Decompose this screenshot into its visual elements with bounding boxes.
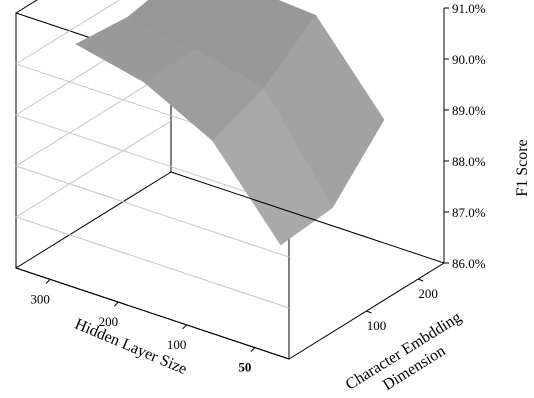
gridline — [14, 120, 290, 309]
z-tick-label: 90.0% — [452, 52, 486, 67]
y-tick-mark — [417, 278, 424, 282]
x-tick-mark — [114, 301, 119, 307]
gridline — [14, 69, 290, 258]
z-tick-label: 87.0% — [452, 205, 486, 220]
z-axis-ticks: 86.0% 87.0% 88.0% 89.0% 90.0% 91.0% — [444, 1, 486, 271]
y-axis-ticks: 100 200 — [366, 278, 438, 333]
x-tick-label: 100 — [167, 337, 187, 352]
z-tick-label: 91.0% — [452, 1, 486, 16]
z-axis-label: F1 Score — [514, 139, 531, 196]
z-tick-label: 88.0% — [452, 154, 486, 169]
y-tick-label: 100 — [367, 318, 387, 333]
x-axis-ticks: 300 200 100 50 — [30, 279, 256, 375]
y-tick-label: 200 — [418, 286, 438, 301]
surface-plot — [75, 0, 385, 246]
z-tick-label: 86.0% — [452, 256, 486, 271]
surface-patch — [212, 87, 333, 246]
z-tick-label: 89.0% — [452, 103, 486, 118]
x-tick-label: 200 — [99, 314, 119, 329]
y-axis-label: Character Embdding Dimension — [343, 309, 465, 394]
x-tick-label: 300 — [30, 291, 50, 306]
x-tick-mark — [182, 324, 187, 330]
y-tick-mark — [366, 310, 372, 314]
x-tick-mark — [250, 347, 256, 352]
x-tick-mark — [45, 279, 51, 284]
x-tick-label: 50 — [238, 360, 251, 375]
